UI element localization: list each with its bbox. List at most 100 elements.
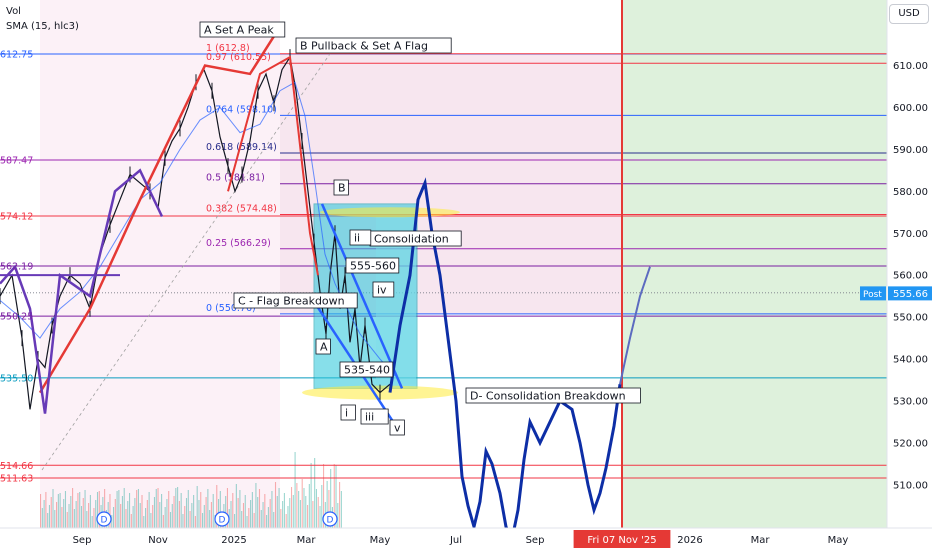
price-axis-tick: 580.00 xyxy=(893,187,928,198)
fib-level-label: 0.25 (566.29) xyxy=(206,238,271,249)
dividend-letter: D xyxy=(327,516,334,526)
volume-bar xyxy=(323,464,325,528)
volume-bar xyxy=(86,511,88,528)
volume-bar xyxy=(280,509,282,528)
annotation-label[interactable]: v xyxy=(389,419,405,436)
annotation-label[interactable]: A xyxy=(315,338,331,355)
volume-bar xyxy=(70,496,72,528)
volume-bar xyxy=(207,489,209,528)
annotation-box xyxy=(295,37,452,54)
volume-bar xyxy=(248,508,250,528)
volume-bar xyxy=(175,488,177,528)
volume-bar xyxy=(184,506,186,528)
volume-bar xyxy=(75,501,77,528)
annotation-text: D- Consolidation Breakdown xyxy=(470,390,626,403)
annotation-label[interactable]: A Set A Peak xyxy=(199,21,286,38)
volume-bar xyxy=(201,513,204,528)
volume-bar xyxy=(98,491,100,528)
annotation-box xyxy=(360,408,389,425)
dividend-marker[interactable]: D xyxy=(322,511,338,527)
time-axis-tick: 2025 xyxy=(221,535,246,546)
volume-bar xyxy=(185,498,188,528)
annotation-text: A xyxy=(320,341,328,354)
volume-bar xyxy=(242,503,245,528)
volume-bar xyxy=(276,496,278,528)
annotation-label[interactable]: Consolidation xyxy=(369,230,462,247)
volume-bar xyxy=(225,496,227,528)
volume-bar xyxy=(289,498,291,528)
volume-bar xyxy=(285,514,287,528)
volume-bar xyxy=(114,499,116,528)
left-price-label: 511.63 xyxy=(0,474,33,485)
annotation-box xyxy=(339,361,394,378)
volume-bar xyxy=(294,452,296,528)
volume-bar xyxy=(264,494,266,528)
left-price-label: 562.19 xyxy=(0,262,33,273)
volume-bar xyxy=(250,500,252,528)
annotation-label[interactable]: 555-560 xyxy=(345,257,400,274)
volume-bar xyxy=(262,502,264,528)
volume-bar xyxy=(77,493,79,528)
time-axis-tick: Sep xyxy=(526,535,545,546)
vol-indicator-label[interactable]: Vol xyxy=(6,6,21,17)
annotation-label[interactable]: ii xyxy=(349,229,372,246)
volume-bar xyxy=(260,510,262,528)
volume-bar xyxy=(134,498,136,528)
volume-bar xyxy=(203,505,205,528)
post-tag-label: Post xyxy=(863,290,882,300)
volume-bar xyxy=(146,500,148,528)
volume-bar xyxy=(301,479,303,528)
volume-bar xyxy=(333,464,335,528)
time-axis[interactable] xyxy=(0,528,932,550)
sma-line xyxy=(0,81,396,377)
volume-bar xyxy=(95,500,97,528)
volume-bar xyxy=(244,495,246,528)
sma-indicator-label[interactable]: SMA (15, hlc3) xyxy=(6,21,79,32)
annotation-label[interactable]: i xyxy=(340,404,356,421)
volume-bar xyxy=(168,491,170,528)
volume-bar xyxy=(123,488,125,528)
volume-bar xyxy=(326,481,328,528)
volume-bar xyxy=(305,496,307,528)
currency-button[interactable]: USD xyxy=(889,4,929,24)
annotation-text: B xyxy=(338,182,346,195)
volume-bar xyxy=(267,507,269,528)
annotation-label[interactable]: D- Consolidation Breakdown xyxy=(465,387,641,404)
annotation-label[interactable]: iv xyxy=(372,281,395,298)
annotation-label[interactable]: C - Flag Breakdown xyxy=(233,292,358,309)
annotation-box xyxy=(465,387,641,404)
left-price-label: 587.47 xyxy=(0,156,33,167)
dividend-marker[interactable]: D xyxy=(96,511,112,527)
volume-bar xyxy=(308,484,310,528)
annotation-label[interactable]: B xyxy=(333,179,349,196)
volume-bar xyxy=(153,497,156,528)
volume-bar xyxy=(310,463,312,528)
volume-bar xyxy=(315,489,317,528)
annotation-label[interactable]: 535-540 xyxy=(339,361,394,378)
volume-bar xyxy=(296,483,298,528)
volume-bar xyxy=(61,507,63,528)
left-price-label: 574.12 xyxy=(0,211,33,222)
annotation-box xyxy=(233,292,358,309)
fib-level-label: 0.5 (581.81) xyxy=(206,173,265,184)
annotation-label[interactable]: iii xyxy=(360,408,389,425)
annotation-label[interactable]: B Pullback & Set A Flag xyxy=(295,37,452,54)
annotation-text: 555-560 xyxy=(350,260,396,273)
fib-level-label: 0.764 (598.10) xyxy=(206,104,277,115)
volume-bar xyxy=(246,516,248,528)
annotation-box xyxy=(349,229,372,246)
fib-level-label: 1 (612.8) xyxy=(206,43,250,54)
price-axis-tick: 590.00 xyxy=(893,145,928,156)
price-axis[interactable] xyxy=(887,0,932,550)
volume-bar xyxy=(266,515,268,528)
volume-bar xyxy=(198,500,200,528)
price-axis-tick: 560.00 xyxy=(893,271,928,282)
volume-bar xyxy=(139,503,141,528)
dividend-marker[interactable]: D xyxy=(214,511,230,527)
volume-bar xyxy=(137,489,139,528)
fib-diagonal xyxy=(41,53,331,471)
annotation-text: iii xyxy=(365,411,374,424)
volume-bar xyxy=(283,493,285,528)
annotation-text: ii xyxy=(354,232,360,245)
